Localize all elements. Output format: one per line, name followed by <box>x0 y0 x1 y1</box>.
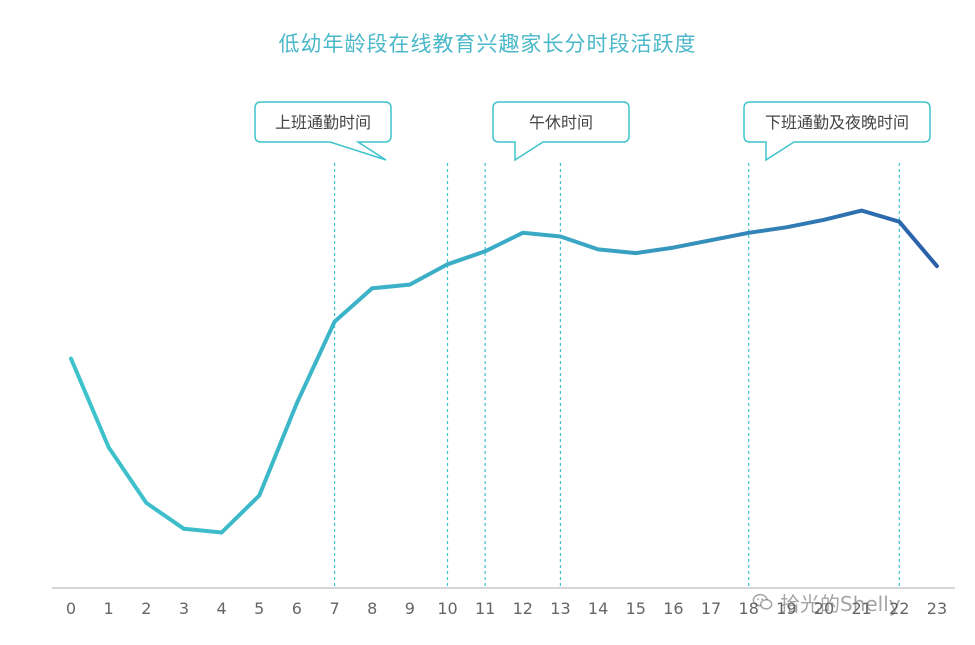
x-tick-label: 17 <box>701 599 721 618</box>
callout: 上班通勤时间 <box>254 101 392 161</box>
x-tick-label: 2 <box>141 599 151 618</box>
x-tick-label: 1 <box>104 599 114 618</box>
x-tick-label: 9 <box>405 599 415 618</box>
x-tick-label: 20 <box>814 599 834 618</box>
x-tick-label: 6 <box>292 599 302 618</box>
x-tick-label: 15 <box>626 599 646 618</box>
callout-bubble <box>254 101 392 161</box>
x-tick-label: 22 <box>889 599 909 618</box>
watermark: 拾光的Shelly <box>752 588 901 616</box>
callout-bubble <box>492 101 630 162</box>
x-tick-label: 12 <box>513 599 533 618</box>
x-tick-label: 3 <box>179 599 189 618</box>
callout-label: 上班通勤时间 <box>275 113 371 132</box>
callout-bubble <box>743 101 931 162</box>
x-tick-label: 18 <box>739 599 759 618</box>
x-tick-label: 11 <box>475 599 495 618</box>
x-tick-label: 4 <box>217 599 227 618</box>
x-tick-label: 5 <box>254 599 264 618</box>
x-tick-label: 14 <box>588 599 608 618</box>
callout: 午休时间 <box>492 101 630 162</box>
wechat-icon <box>752 593 773 610</box>
guide-lines <box>333 163 900 586</box>
series-line <box>69 208 939 535</box>
x-tick-labels: 0 1 2 3 4 5 6 7 8 9 10 11 12 13 14 15 16 17 18 19 20 21 22 23 <box>66 599 947 618</box>
x-tick-label: 19 <box>776 599 796 618</box>
watermark-text: 拾光的Shelly <box>780 591 901 616</box>
x-tick-label: 8 <box>367 599 377 618</box>
x-tick-label: 23 <box>927 599 947 618</box>
x-tick-label: 7 <box>329 599 339 618</box>
x-tick-label: 0 <box>66 599 76 618</box>
x-tick-label: 16 <box>663 599 683 618</box>
callout-label: 下班通勤及夜晚时间 <box>765 113 909 132</box>
x-tick-label: 10 <box>437 599 457 618</box>
callout-label: 午休时间 <box>529 113 593 132</box>
callouts: 上班通勤时间 午休时间 下班通勤及夜晚时间 <box>254 101 931 162</box>
chart-title: 低幼年龄段在线教育兴趣家长分时段活跃度 <box>278 32 697 56</box>
callout: 下班通勤及夜晚时间 <box>743 101 931 162</box>
x-tick-label: 21 <box>851 599 871 618</box>
x-tick-label: 13 <box>550 599 570 618</box>
